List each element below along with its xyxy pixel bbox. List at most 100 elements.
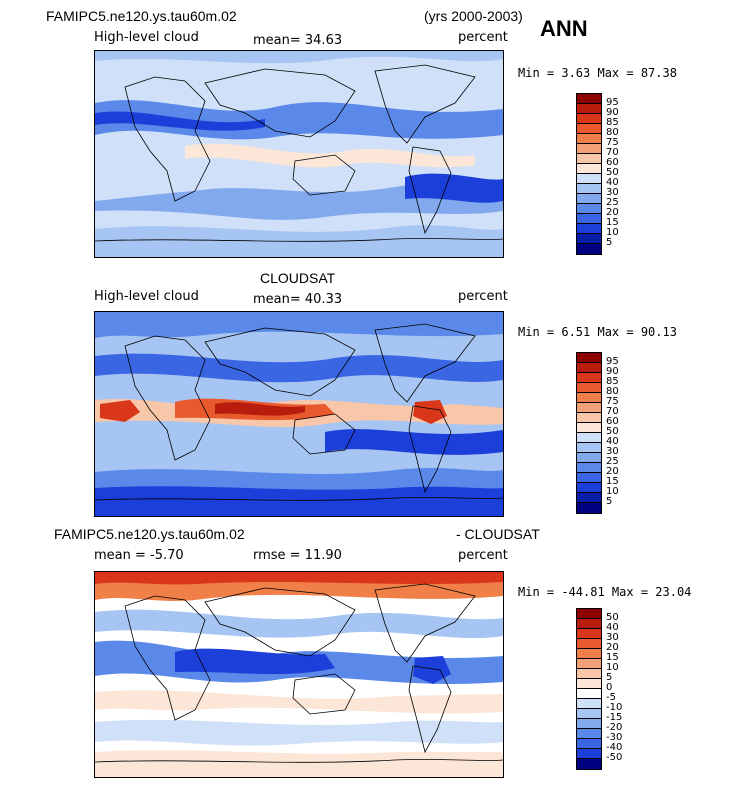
panel1-map (94, 50, 504, 258)
colorbar-label: 30 (606, 187, 619, 198)
colorbar-label: 40 (606, 622, 619, 633)
colorbar-cell (576, 362, 602, 373)
colorbar-label: -30 (606, 732, 623, 743)
colorbar-label: 80 (606, 386, 619, 397)
colorbar-label: -10 (606, 702, 623, 713)
panel2-variable: High-level cloud (94, 289, 199, 304)
colorbar-cell (576, 698, 602, 709)
colorbar-label: 95 (606, 356, 619, 367)
colorbar-cell (576, 422, 602, 433)
panel1-units: percent (458, 30, 508, 45)
colorbar-label: 50 (606, 612, 619, 623)
panel2-colorbar: 95 90 85 80 75 70 60 50 40 30 25 20 15 10 5 (576, 352, 619, 514)
colorbar-cell (576, 173, 602, 184)
colorbar-cell (576, 402, 602, 413)
colorbar-cell (576, 103, 602, 114)
colorbar-label: 10 (606, 486, 619, 497)
colorbar-cell (576, 442, 602, 453)
colorbar-label: 80 (606, 127, 619, 138)
colorbar-label: 20 (606, 466, 619, 477)
colorbar-cell (576, 738, 602, 749)
colorbar-cell (576, 223, 602, 234)
colorbar-label: 85 (606, 376, 619, 387)
colorbar-label: 85 (606, 117, 619, 128)
colorbar-cell (576, 728, 602, 739)
colorbar-label: 5 (606, 237, 613, 248)
panel1-map-field (95, 51, 503, 257)
colorbar-cell (576, 123, 602, 134)
colorbar-cell (576, 688, 602, 699)
panel3-colorbar: 50 40 30 20 15 10 5 0 -5 -10 -15 -20 -30 -40 -50 (576, 608, 622, 770)
colorbar-cell (576, 648, 602, 659)
colorbar-cell (576, 213, 602, 224)
colorbar-cell (576, 412, 602, 423)
panel3-mean: mean = -5.70 (94, 548, 184, 563)
colorbar-label: -40 (606, 742, 623, 753)
colorbar-cell (576, 133, 602, 144)
colorbar-cell (576, 143, 602, 154)
case-name: FAMIPC5.ne120.ys.tau60m.02 (46, 8, 237, 24)
colorbar-label: 25 (606, 456, 619, 467)
colorbar-cell (576, 392, 602, 403)
colorbar-label: 20 (606, 207, 619, 218)
panel3-units: percent (458, 548, 508, 563)
panel3-map (94, 571, 504, 778)
colorbar-label: -15 (606, 712, 623, 723)
colorbar-cell (576, 452, 602, 463)
panel3-map-field (95, 572, 503, 777)
colorbar-label: 60 (606, 157, 619, 168)
colorbar-cell (576, 372, 602, 383)
colorbar-label: 90 (606, 107, 619, 118)
panel3-minmax: Min = -44.81 Max = 23.04 (518, 585, 692, 599)
panel3-title-left: FAMIPC5.ne120.ys.tau60m.02 (54, 526, 245, 542)
colorbar-label: 30 (606, 632, 619, 643)
colorbar-label: 40 (606, 177, 619, 188)
colorbar-label: 10 (606, 227, 619, 238)
colorbar-cell (576, 163, 602, 174)
colorbar-label: 5 (606, 496, 613, 507)
colorbar-label: 25 (606, 197, 619, 208)
panel3-rmse: rmse = 11.90 (253, 548, 342, 563)
colorbar-cell (576, 658, 602, 669)
colorbar-label: 60 (606, 416, 619, 427)
colorbar-label: -50 (606, 752, 623, 763)
colorbar-cell (576, 93, 602, 104)
years-range: (yrs 2000-2003) (424, 8, 523, 24)
colorbar-label: 30 (606, 446, 619, 457)
colorbar-label: 15 (606, 217, 619, 228)
colorbar-cell (576, 668, 602, 679)
colorbar-cell (576, 492, 602, 503)
colorbar-label: 40 (606, 436, 619, 447)
colorbar-label: -5 (606, 692, 616, 703)
colorbar-cell (576, 758, 602, 770)
panel2-mean: mean= 40.33 (253, 292, 343, 307)
panel2-title: CLOUDSAT (260, 270, 336, 286)
colorbar-label: 15 (606, 476, 619, 487)
colorbar-label: 5 (606, 672, 613, 683)
colorbar-cell (576, 638, 602, 649)
colorbar-label: 50 (606, 426, 619, 437)
colorbar-cell (576, 502, 602, 514)
colorbar-cell (576, 472, 602, 483)
colorbar-cell (576, 608, 602, 619)
panel1-variable: High-level cloud (94, 30, 199, 45)
colorbar-cell (576, 113, 602, 124)
panel1-colorbar: 95 90 85 80 75 70 60 50 40 30 25 20 15 10 5 (576, 93, 619, 255)
colorbar-label: 70 (606, 147, 619, 158)
colorbar-cell (576, 708, 602, 719)
colorbar-cell (576, 748, 602, 759)
colorbar-label: 15 (606, 652, 619, 663)
colorbar-cell (576, 203, 602, 214)
season-label: ANN (540, 16, 588, 41)
colorbar-label: 75 (606, 137, 619, 148)
colorbar-label: -20 (606, 722, 623, 733)
colorbar-label: 0 (606, 682, 613, 693)
colorbar-cell (576, 183, 602, 194)
panel1-minmax: Min = 3.63 Max = 87.38 (518, 66, 677, 80)
colorbar-cell (576, 462, 602, 473)
colorbar-label: 75 (606, 396, 619, 407)
colorbar-cell (576, 432, 602, 443)
colorbar-label: 95 (606, 97, 619, 108)
colorbar-label: 70 (606, 406, 619, 417)
colorbar-label: 10 (606, 662, 619, 673)
